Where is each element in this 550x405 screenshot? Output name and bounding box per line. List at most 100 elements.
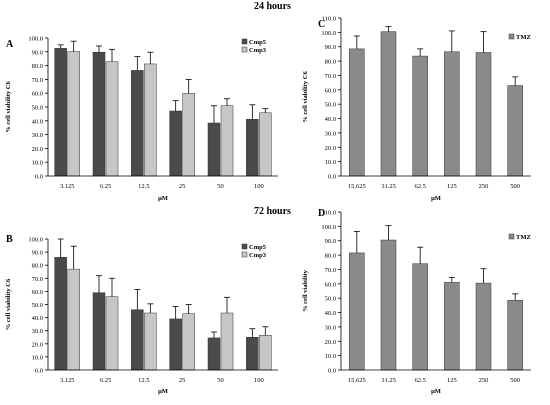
x-axis-title: μM (431, 388, 441, 395)
bar-cmp3 (182, 93, 195, 177)
legend-swatch-tmz (508, 233, 515, 240)
x-tick-label: 100 (254, 377, 264, 384)
y-tick-label: 80.0 (325, 59, 336, 66)
bar-tmz (412, 263, 428, 371)
y-tick-label: 40.0 (32, 315, 43, 322)
x-tick-label: 125 (447, 377, 457, 384)
x-tick-label: 25 (179, 377, 186, 384)
x-tick-label: 62.5 (414, 377, 425, 384)
y-tick-label: 90.0 (325, 238, 336, 245)
x-axis-title: μM (431, 195, 441, 202)
x-tick-label: 3.125 (60, 183, 75, 190)
x-tick-label: 12.5 (138, 377, 149, 384)
bar-cmp5 (131, 309, 144, 371)
y-tick-label: 10.0 (325, 159, 336, 166)
heading-72-hours: 72 hours (254, 206, 291, 217)
legend-swatch-tmz (508, 33, 515, 40)
legend-label-tmz: TMZ (516, 34, 531, 41)
y-tick-label: 70.0 (32, 77, 43, 84)
bar-cmp3 (220, 312, 234, 371)
legend-label-cmp3: Cmp3 (249, 252, 267, 259)
y-tick-label: 20.0 (32, 146, 43, 153)
bar-cmp3 (105, 61, 119, 177)
bar-cmp3 (259, 335, 272, 371)
bar-cmp5 (54, 257, 67, 371)
bar-cmp5 (246, 119, 259, 177)
bar-tmz (412, 55, 428, 177)
y-tick-label: 60.0 (325, 87, 336, 94)
y-tick-label: 20.0 (32, 341, 43, 348)
bar-cmp5 (246, 337, 259, 371)
y-tick-label: 40.0 (32, 118, 43, 125)
bar-tmz (444, 51, 460, 177)
heading-24-hours: 24 hours (254, 1, 291, 12)
y-tick-label: 50.0 (325, 102, 336, 109)
y-tick-label: 0.0 (328, 174, 336, 181)
bar-cmp3 (105, 296, 119, 371)
x-tick-label: 125 (447, 183, 457, 190)
x-tick-label: 250 (479, 183, 489, 190)
bar-cmp3 (144, 63, 157, 177)
bar-cmp3 (182, 313, 195, 371)
legend-label-cmp3: Cmp3 (249, 47, 267, 54)
bar-cmp5 (131, 70, 144, 177)
x-tick-label: 31.25 (381, 377, 396, 384)
y-tick-label: 110.0 (322, 16, 336, 23)
y-tick-label: 50.0 (32, 302, 43, 309)
bar-cmp5 (92, 51, 106, 177)
bar-cmp5 (207, 122, 221, 177)
bar-tmz (475, 52, 492, 177)
x-tick-label: 25 (179, 183, 186, 190)
legend-swatch-cmp3 (241, 46, 248, 53)
x-tick-label: 62.5 (414, 183, 425, 190)
y-tick-label: 30.0 (325, 130, 336, 137)
bar-tmz (349, 252, 365, 371)
x-tick-label: 3.125 (60, 377, 75, 384)
y-tick-label: 40.0 (325, 310, 336, 317)
y-tick-label: 30.0 (32, 328, 43, 335)
y-tick-label: 90.0 (32, 49, 43, 56)
y-tick-label: 90.0 (32, 250, 43, 257)
x-tick-label: 500 (510, 183, 520, 190)
x-axis-title: μM (158, 388, 168, 395)
y-tick-label: 100.0 (28, 36, 43, 43)
y-tick-label: 80.0 (325, 253, 336, 260)
bar-cmp5 (169, 318, 182, 371)
bar-cmp5 (207, 337, 221, 371)
y-tick-label: 50.0 (32, 105, 43, 112)
x-tick-label: 31.25 (381, 183, 396, 190)
y-axis-title: % cell viability C6 (302, 71, 309, 123)
bar-cmp3 (220, 105, 234, 177)
x-tick-label: 100 (254, 183, 264, 190)
y-tick-label: 60.0 (32, 91, 43, 98)
bar-tmz (507, 85, 523, 177)
y-tick-label: 100.0 (321, 224, 336, 231)
legend-label-tmz: TMZ (516, 234, 531, 241)
y-tick-label: 40.0 (325, 116, 336, 123)
x-tick-label: 15.625 (348, 377, 366, 384)
y-tick-label: 90.0 (325, 44, 336, 51)
bar-tmz (475, 282, 492, 371)
y-tick-label: 0.0 (35, 174, 43, 181)
y-tick-label: 20.0 (325, 339, 336, 346)
bar-cmp3 (67, 268, 80, 371)
y-axis-title: % cell viability C6 (5, 278, 12, 330)
legend-label-cmp5: Cmp5 (249, 244, 267, 251)
panel-label-c: C (318, 19, 325, 30)
legend-swatch-cmp5 (241, 38, 248, 45)
y-tick-label: 10.0 (32, 160, 43, 167)
y-tick-label: 100.0 (28, 237, 43, 244)
panel-label-d: D (318, 208, 325, 219)
y-tick-label: 0.0 (35, 368, 43, 375)
y-tick-label: 110.0 (322, 210, 336, 217)
y-tick-label: 30.0 (325, 324, 336, 331)
bar-cmp5 (92, 292, 106, 371)
x-tick-label: 250 (479, 377, 489, 384)
bar-tmz (349, 48, 365, 177)
y-tick-label: 70.0 (325, 73, 336, 80)
y-tick-label: 70.0 (325, 267, 336, 274)
y-tick-label: 80.0 (32, 263, 43, 270)
x-tick-label: 6.25 (100, 377, 111, 384)
